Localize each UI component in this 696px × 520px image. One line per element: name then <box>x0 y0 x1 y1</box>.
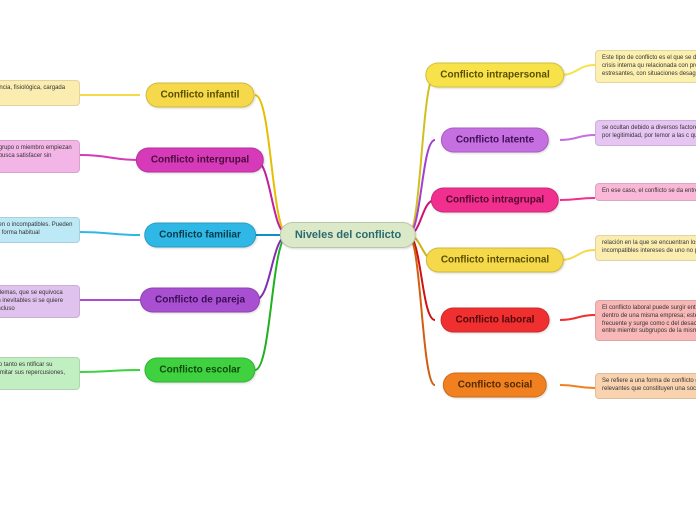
desc-left-3: ree que el amor significa no tener probl… <box>0 285 80 318</box>
desc-left-4: rente en las relaciones humanas, por lo … <box>0 357 80 390</box>
branch-node-right-4: Conflicto laboral <box>441 308 550 333</box>
desc-right-5: Se refiere a una forma de conflicto gene… <box>595 373 696 399</box>
branch-node-left-1: Conflicto intergrupal <box>136 148 264 173</box>
branch-node-left-3: Conflicto de pareja <box>140 288 260 313</box>
desc-right-3: relación en la que se encuentran los int… <box>595 235 696 261</box>
branch-node-left-2: Conflicto familiar <box>144 223 256 248</box>
desc-right-1: se ocultan debido a diversos factores, c… <box>595 120 696 146</box>
branch-node-right-1: Conflicto latente <box>441 128 549 153</box>
desc-right-2: En ese caso, el conflicto se da entre mi… <box>595 183 696 201</box>
branch-node-right-0: Conflicto intrapersonal <box>425 63 564 88</box>
desc-left-1: se se origina cuando las necesidades gru… <box>0 140 80 173</box>
center-node: Niveles del conflicto <box>280 222 416 248</box>
branch-node-right-3: Conflicto internacional <box>426 248 564 273</box>
desc-right-0: Este tipo de conflicto es el que se da e… <box>595 50 696 83</box>
connector-lines <box>0 0 696 520</box>
branch-node-right-5: Conflicto social <box>443 373 547 398</box>
branch-node-right-2: Conflicto intragrupal <box>431 188 559 213</box>
desc-right-4: El conflicto laboral puede surgir entre … <box>595 300 696 341</box>
desc-left-0: y las niñas la discusión es una experien… <box>0 80 80 106</box>
branch-node-left-4: Conflicto escolar <box>144 358 255 383</box>
branch-node-left-0: Conflicto infantil <box>146 83 255 108</box>
desc-left-2: en las que dos o más partes se perciben … <box>0 217 80 243</box>
